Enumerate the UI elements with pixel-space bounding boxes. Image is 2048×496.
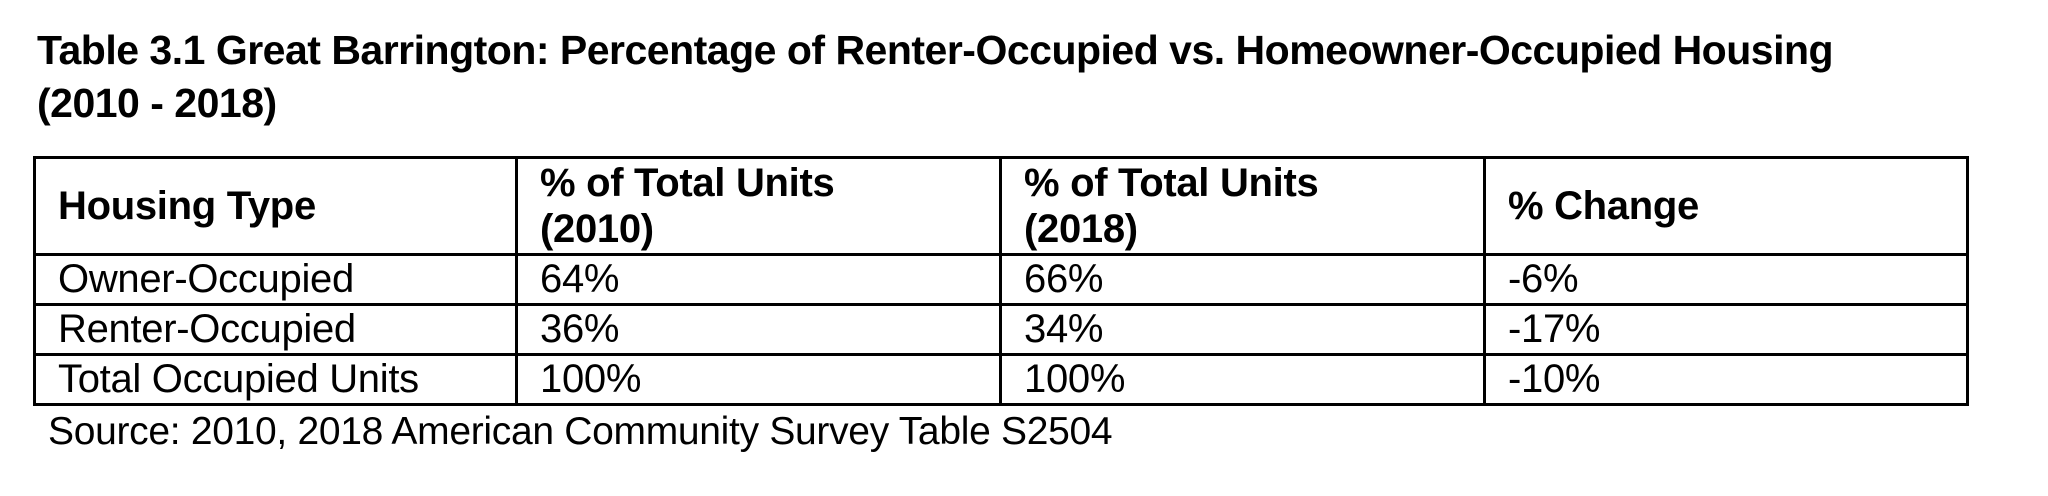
- col-header-housing-type: Housing Type: [33, 156, 518, 256]
- col-header-pct-2018: % of Total Units (2018): [999, 156, 1486, 256]
- housing-occupancy-table: Housing Type % of Total Units (2010) % o…: [33, 156, 1969, 406]
- table-title-line1: Table 3.1 Great Barrington: Percentage o…: [37, 27, 1834, 73]
- cell-pct-2018: 34%: [999, 303, 1486, 356]
- cell-pct-2010: 36%: [515, 303, 1002, 356]
- cell-pct-2018: 66%: [999, 253, 1486, 306]
- cell-pct-2018: 100%: [999, 353, 1486, 406]
- col-header-housing-type-label: Housing Type: [58, 184, 316, 228]
- table-row-total-occupied-units: Total Occupied Units 100% 100% -10%: [33, 353, 1969, 406]
- col-header-pct-change: % Change: [1483, 156, 1969, 256]
- cell-pct-change: -17%: [1483, 303, 1969, 356]
- cell-housing-type: Renter-Occupied: [33, 303, 518, 356]
- cell-pct-2010: 100%: [515, 353, 1002, 406]
- col-header-pct-2018-label: % of Total Units: [1024, 161, 1319, 205]
- cell-housing-type: Owner-Occupied: [33, 253, 518, 306]
- table-title: Table 3.1 Great Barrington: Percentage o…: [37, 24, 1834, 130]
- source-note: Source: 2010, 2018 American Community Su…: [48, 410, 1113, 453]
- table-title-line2: (2010 - 2018): [37, 80, 277, 126]
- cell-pct-2010: 64%: [515, 253, 1002, 306]
- table-row-renter-occupied: Renter-Occupied 36% 34% -17%: [33, 303, 1969, 356]
- table-row-owner-occupied: Owner-Occupied 64% 66% -6%: [33, 253, 1969, 306]
- cell-pct-change: -10%: [1483, 353, 1969, 406]
- col-header-pct-2010: % of Total Units (2010): [515, 156, 1002, 256]
- cell-housing-type: Total Occupied Units: [33, 353, 518, 406]
- table-header-row: Housing Type % of Total Units (2010) % o…: [33, 156, 1969, 256]
- cell-pct-change: -6%: [1483, 253, 1969, 306]
- col-header-pct-2010-label: % of Total Units: [540, 161, 835, 205]
- col-header-pct-change-label: % Change: [1508, 184, 1699, 228]
